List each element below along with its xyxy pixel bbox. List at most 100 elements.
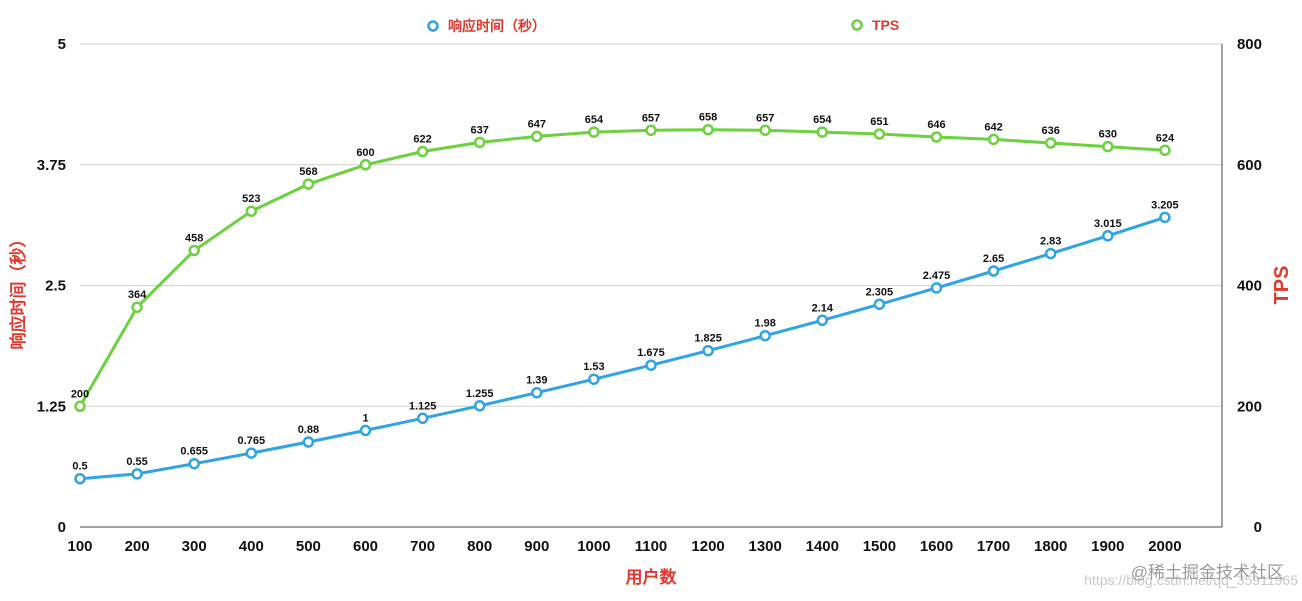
data-label: 657 xyxy=(642,112,660,124)
x-tick: 1600 xyxy=(920,538,953,555)
data-label: 0.655 xyxy=(180,446,208,458)
data-label: 1.255 xyxy=(466,388,494,400)
data-point xyxy=(873,298,886,311)
data-label: 1.675 xyxy=(637,347,665,359)
watermark-url: https://blog.csdn.net/qq_35911965 xyxy=(1084,572,1298,588)
data-point xyxy=(359,159,372,171)
data-point xyxy=(930,131,943,143)
x-tick: 300 xyxy=(182,538,207,555)
data-point xyxy=(74,472,86,485)
data-label: 0.765 xyxy=(238,435,266,447)
x-tick: 100 xyxy=(67,538,92,555)
data-point xyxy=(1102,230,1114,242)
data-label: 1.825 xyxy=(694,333,722,345)
y-tick-left: 1.25 xyxy=(37,398,66,415)
data-point xyxy=(74,400,86,413)
x-tick: 200 xyxy=(125,538,150,555)
legend: 响应时间（秒） TPS xyxy=(427,17,899,34)
data-label: 654 xyxy=(813,114,832,126)
data-label: 1.125 xyxy=(409,400,437,412)
data-label: 2.65 xyxy=(983,253,1004,265)
data-point xyxy=(416,412,429,425)
data-point xyxy=(416,145,429,158)
axes xyxy=(80,44,1223,528)
data-label: 3.205 xyxy=(1151,199,1179,211)
data-label: 630 xyxy=(1099,129,1117,141)
data-point xyxy=(1044,137,1057,149)
data-point xyxy=(816,126,829,138)
data-label: 0.5 xyxy=(72,461,87,473)
data-label: 2.305 xyxy=(866,286,894,298)
y-axis-left-title: 响应时间（秒） xyxy=(8,231,28,350)
data-point xyxy=(473,400,486,412)
x-tick: 1000 xyxy=(577,538,610,555)
data-point xyxy=(816,314,829,327)
data-point xyxy=(759,124,771,137)
data-point xyxy=(302,178,315,190)
legend-label-tps: TPS xyxy=(872,17,899,33)
legend-marker-tps xyxy=(851,19,863,31)
data-point xyxy=(987,265,1000,277)
data-label: 622 xyxy=(413,134,431,146)
data-point xyxy=(1159,144,1171,157)
data-label: 523 xyxy=(242,193,260,205)
y-axis-right-title: TPS xyxy=(1271,266,1293,305)
data-label: 1.39 xyxy=(526,375,547,387)
x-tick: 700 xyxy=(410,538,435,555)
data-label: 200 xyxy=(71,388,89,400)
x-tick: 800 xyxy=(467,538,492,555)
series-line-response-time xyxy=(79,215,1166,481)
data-label: 2.83 xyxy=(1040,236,1061,248)
data-point xyxy=(645,359,657,371)
data-label: 1 xyxy=(362,412,368,424)
x-tick: 1500 xyxy=(863,538,896,555)
data-point xyxy=(245,205,258,217)
data-point xyxy=(930,282,943,294)
data-label: 3.015 xyxy=(1094,218,1122,230)
x-axis-title: 用户数 xyxy=(626,567,678,587)
series-layer xyxy=(74,123,1171,485)
data-point xyxy=(359,424,372,437)
y-tick-right: 800 xyxy=(1237,36,1262,53)
y-tick-left: 3.75 xyxy=(37,157,66,174)
data-point xyxy=(702,123,714,136)
data-point xyxy=(473,136,486,149)
data-label: 647 xyxy=(528,118,546,130)
data-label: 658 xyxy=(699,112,717,124)
x-tick: 600 xyxy=(353,538,378,555)
data-point xyxy=(1159,211,1171,224)
tick-labels: 0 0 1.25 200 2.5 400 3.75 600 5 800 100 200 300 400 50… xyxy=(37,36,1262,555)
data-point xyxy=(1044,247,1057,260)
y-tick-left: 2.5 xyxy=(45,278,66,295)
data-label: 458 xyxy=(185,233,203,245)
x-tick: 1900 xyxy=(1091,538,1124,555)
watermark: @稀土掘金技术社区 xyxy=(1131,563,1284,582)
x-tick: 1200 xyxy=(691,538,724,555)
data-point xyxy=(702,344,714,357)
data-point xyxy=(531,130,543,143)
data-point xyxy=(1102,140,1114,153)
y-tick-right: 0 xyxy=(1254,519,1262,536)
y-tick-right: 600 xyxy=(1237,157,1262,174)
data-point xyxy=(188,457,200,470)
data-label: 0.88 xyxy=(298,424,319,436)
data-label: 636 xyxy=(1042,125,1060,137)
x-tick: 500 xyxy=(296,538,321,555)
x-tick: 2000 xyxy=(1148,538,1181,555)
data-point xyxy=(131,301,143,313)
data-label: 654 xyxy=(585,114,604,126)
data-point xyxy=(645,124,657,137)
grid-lines xyxy=(80,43,1222,407)
data-point xyxy=(588,126,600,138)
x-tick: 1300 xyxy=(749,538,782,555)
data-label: 1.53 xyxy=(583,361,604,373)
data-label: 657 xyxy=(756,112,774,124)
x-tick: 1100 xyxy=(635,538,668,555)
data-label: 651 xyxy=(870,116,888,128)
data-label: 637 xyxy=(471,124,489,136)
series-line-tps xyxy=(78,128,1165,408)
data-label: 568 xyxy=(299,166,317,178)
data-label: 642 xyxy=(984,121,1002,133)
y-tick-right: 200 xyxy=(1237,398,1262,415)
